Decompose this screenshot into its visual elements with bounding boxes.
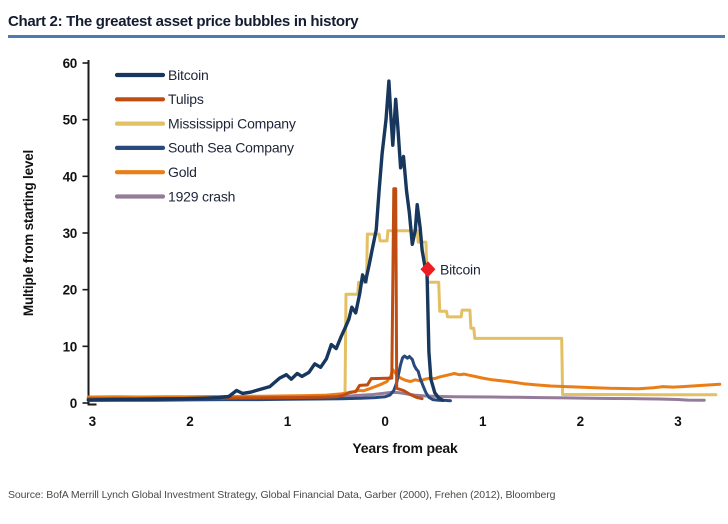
- y-tick-label: 50: [63, 113, 77, 128]
- legend-label-tulips: Tulips: [168, 91, 204, 107]
- x-axis-title: Years from peak: [352, 440, 458, 456]
- page-title: Chart 2: The greatest asset price bubble…: [8, 13, 359, 30]
- x-tick-label: 2: [577, 414, 584, 429]
- x-tick-label: 2: [186, 414, 193, 429]
- x-tick-label: 1: [284, 414, 292, 429]
- y-tick-label: 0: [70, 396, 77, 411]
- y-tick-label: 10: [63, 339, 77, 354]
- legend-label-bitcoin: Bitcoin: [168, 67, 209, 83]
- bitcoin-annotation-label: Bitcoin: [440, 261, 481, 277]
- title-underline: [8, 35, 725, 38]
- x-tick-label: 3: [674, 414, 682, 429]
- source-note: Source: BofA Merrill Lynch Global Invest…: [8, 489, 556, 501]
- x-tick-label: 1: [479, 414, 487, 429]
- legend-label-mississippi-company: Mississippi Company: [168, 115, 296, 131]
- legend-label-1929-crash: 1929 crash: [168, 188, 235, 204]
- y-axis-line: [87, 60, 97, 406]
- x-tick-label: 3: [89, 414, 97, 429]
- bitcoin-diamond-marker: [420, 261, 436, 278]
- legend-label-gold: Gold: [168, 164, 197, 180]
- y-tick-label: 30: [63, 226, 77, 241]
- series-line-tulips: [86, 187, 424, 401]
- y-tick-label: 40: [63, 169, 77, 184]
- title-block: Chart 2: The greatest asset price bubble…: [8, 10, 725, 38]
- series-line-bitcoin: [86, 79, 445, 402]
- x-tick-label: 0: [381, 414, 388, 429]
- y-tick-label: 60: [63, 56, 77, 71]
- y-axis-title: Multiple from starting level: [21, 150, 36, 316]
- series-line-south-sea-company: [86, 354, 452, 403]
- legend-label-south-sea-company: South Sea Company: [168, 140, 294, 156]
- y-tick-label: 20: [63, 283, 77, 298]
- series-line-mississippi-company: [86, 229, 718, 400]
